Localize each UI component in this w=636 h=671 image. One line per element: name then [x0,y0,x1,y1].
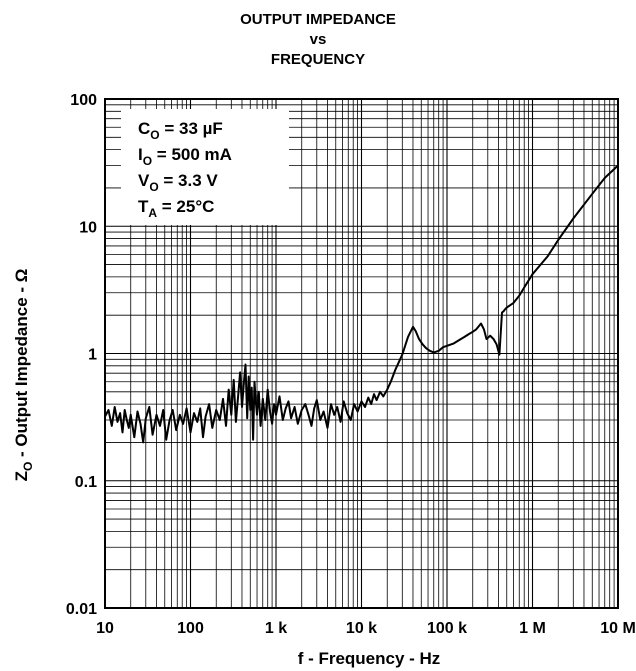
chart-title-line-2: vs [310,31,327,48]
annotation-subscript: A [148,206,157,220]
annotation-main: I [138,145,143,164]
x-tick-label: 10 k [346,620,377,637]
annotation-rest: = 500 mA [152,145,232,164]
y-tick-label: 10 [79,219,97,236]
annotation-main: V [138,171,150,190]
x-tick-label: 10 [96,620,114,637]
annotation-line: TA = 25°C [138,197,214,220]
chart-title-line-3: FREQUENCY [271,51,365,68]
y-axis-label: ZO - Output Impedance - Ω [12,269,35,482]
annotation-rest: = 25°C [157,197,214,216]
y-tick-label: 100 [70,92,97,109]
plot-frame [104,98,619,609]
annotation-line: CO = 33 µF [138,119,223,142]
y-axis-label-rest: - Output Impedance - Ω [12,269,31,462]
annotation-main: T [138,197,149,216]
annotation-line: VO = 3.3 V [138,171,218,194]
x-tick-label: 100 k [427,620,467,637]
chart-title: OUTPUT IMPEDANCE vs FREQUENCY [240,11,396,68]
annotation-main: C [138,119,150,138]
y-tick-label: 0.1 [75,474,97,491]
annotation-rest: = 3.3 V [159,171,219,190]
annotation-subscript: O [143,154,152,168]
x-tick-label: 1 M [519,620,546,637]
chart-title-line-1: OUTPUT IMPEDANCE [240,11,396,28]
y-axis-label-main: Z [12,471,31,481]
x-axis-label: f - Frequency - Hz [298,649,441,668]
annotation-rest: = 33 µF [160,119,223,138]
x-tick-labels: 10 100 1 k 10 k 100 k 1 M 10 M [96,620,636,637]
annotation-subscript: O [149,180,158,194]
annotation-subscript: O [150,128,159,142]
series-line [104,164,619,444]
annotation-background [121,109,289,225]
y-tick-label: 0.01 [66,601,97,618]
x-tick-label: 100 [177,620,204,637]
x-tick-label: 1 k [265,620,287,637]
annotation-line: IO = 500 mA [138,145,232,168]
y-axis-label-sub: O [21,462,35,471]
y-tick-label: 1 [88,347,97,364]
y-tick-labels: 100 10 1 0.1 0.01 [66,92,97,618]
x-tick-label: 10 M [600,620,636,637]
